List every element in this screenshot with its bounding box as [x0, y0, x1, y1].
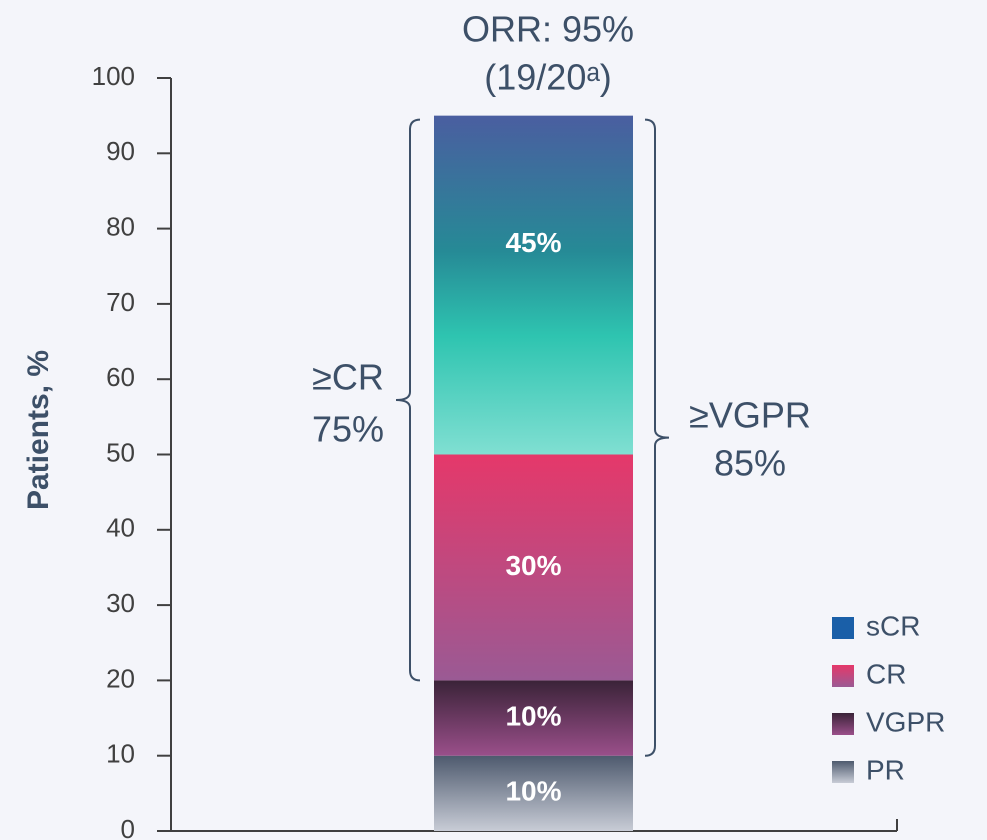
annotation: ORR: 95% [462, 9, 634, 50]
value-label: 45% [505, 227, 561, 258]
legend-swatch [832, 713, 854, 735]
annotation: ≥VGPR [689, 395, 811, 436]
legend-label: PR [866, 754, 905, 785]
annotation: (19/20ᵃ) [484, 57, 611, 98]
bracket-vgpr [644, 118, 670, 757]
y-tick-label: 100 [92, 61, 135, 91]
y-tick-label: 30 [106, 588, 135, 618]
annotation: ≥CR [312, 357, 384, 398]
y-tick-label: 40 [106, 513, 135, 543]
y-tick-label: 0 [121, 814, 135, 840]
annotation: 85% [714, 443, 786, 484]
y-tick-label: 60 [106, 362, 135, 392]
annotation: 75% [312, 409, 384, 450]
legend-swatch [832, 761, 854, 783]
y-tick-label: 10 [106, 739, 135, 769]
bar-segment [434, 755, 633, 831]
y-tick-label: 50 [106, 437, 135, 467]
legend-label: CR [866, 658, 906, 689]
bar-segment [434, 680, 633, 756]
legend-swatch [832, 617, 854, 639]
y-tick-label: 70 [106, 287, 135, 317]
value-label: 30% [505, 550, 561, 581]
y-tick-label: 90 [106, 136, 135, 166]
value-label: 10% [505, 776, 561, 807]
bar-segment [434, 454, 633, 681]
legend-swatch [832, 665, 854, 687]
value-label: 10% [505, 700, 561, 731]
legend-label: sCR [866, 610, 920, 641]
legend-label: VGPR [866, 706, 945, 737]
bar-segment [434, 115, 633, 455]
y-axis-label: Patients, % [22, 350, 55, 510]
y-tick-label: 80 [106, 211, 135, 241]
bracket-cr [395, 118, 421, 682]
y-tick-label: 20 [106, 663, 135, 693]
